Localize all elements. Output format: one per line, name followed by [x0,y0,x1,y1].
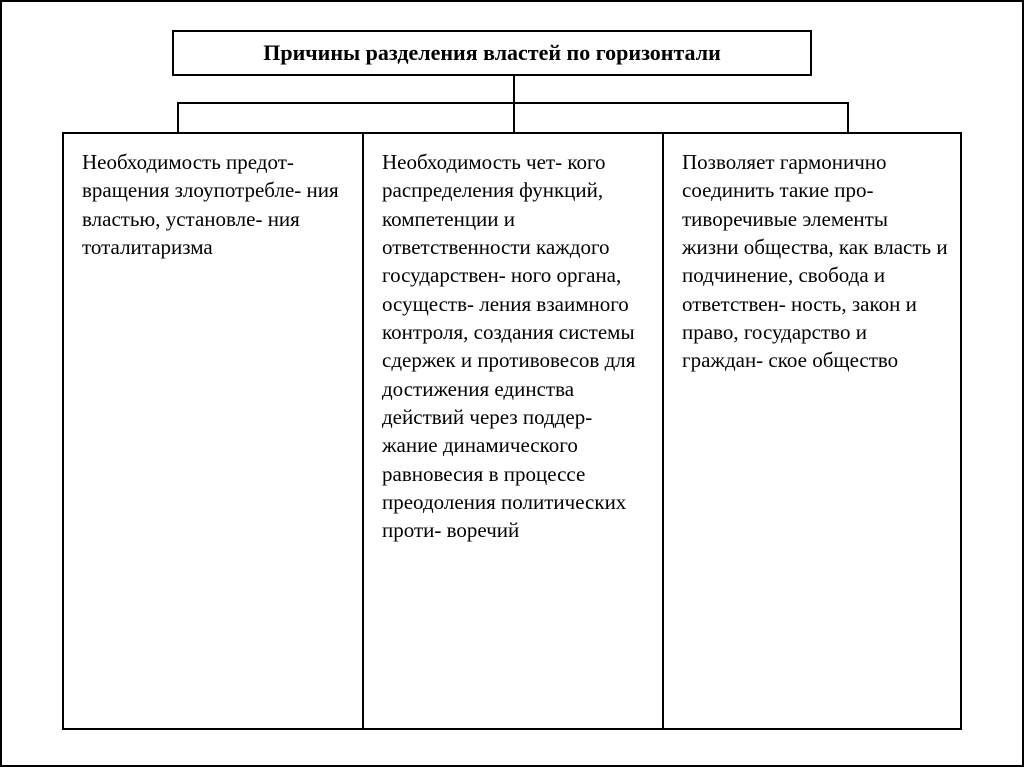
diagram-root: Причины разделения властей по горизонтал… [0,0,1024,767]
connector-drop-3 [847,102,849,132]
column-1: Необходимость предот- вращения злоупотре… [64,134,364,728]
connector-drop-2 [513,102,515,132]
connector-bus [177,102,847,104]
connector-title-drop [513,76,515,102]
title-box: Причины разделения властей по горизонтал… [172,30,812,76]
column-2: Необходимость чет- кого распределения фу… [364,134,664,728]
connector-drop-1 [177,102,179,132]
title-text: Причины разделения властей по горизонтал… [263,40,721,66]
columns-box: Необходимость предот- вращения злоупотре… [62,132,962,730]
column-3: Позволяет гармонично соединить такие про… [664,134,964,728]
